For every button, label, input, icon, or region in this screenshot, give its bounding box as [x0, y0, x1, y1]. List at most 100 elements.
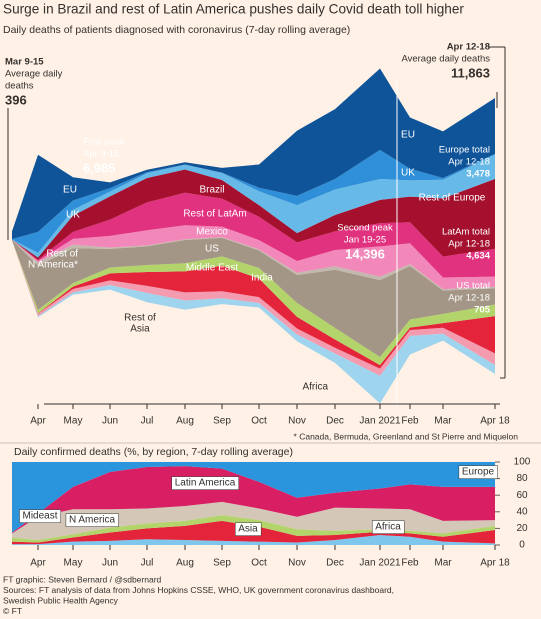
label-box [65, 513, 119, 527]
callout: Second peak [337, 223, 393, 234]
series-label: Africa [375, 522, 401, 533]
callout: 4,634 [466, 251, 490, 262]
x-tick-label: Nov [288, 558, 306, 569]
stream-layer [12, 68, 495, 240]
x-tick-label: Mar [434, 558, 452, 569]
x-tick-label: May [64, 558, 83, 569]
callout: 3,478 [466, 169, 490, 180]
area [12, 535, 495, 545]
series-label: US [205, 244, 219, 255]
callout: US total [456, 281, 490, 292]
stream-layer [12, 237, 495, 291]
series-label: Asia [130, 324, 150, 335]
series-label: Brazil [199, 185, 224, 196]
area [12, 466, 495, 534]
y-tick-label: 80 [516, 473, 528, 484]
stream-layer [12, 225, 495, 290]
x-tick-label: Jul [141, 558, 154, 569]
stream-layer [12, 192, 495, 278]
label-box [19, 509, 61, 523]
title: Surge in Brazil and rest of Latin Americ… [3, 2, 464, 17]
x-tick-label: May [64, 416, 83, 427]
callout: Average daily [5, 69, 63, 80]
x-tick-label: Aug [176, 558, 194, 569]
series-label: Latin America [175, 478, 236, 489]
note: * Canada, Bermuda, Greenland and St Pier… [294, 431, 519, 441]
x-tick-label: Oct [251, 416, 267, 427]
stream-layer [12, 169, 495, 260]
x-tick-label: Mar [434, 416, 452, 427]
series-label: Mexico [196, 227, 228, 238]
subtitle-2: Daily confirmed deaths (%, by region, 7-… [14, 446, 293, 458]
footer-line: FT graphic: Steven Bernard / @sdbernard [3, 574, 162, 584]
x-tick-label: Sep [213, 416, 231, 427]
area [12, 462, 495, 533]
callout: 705 [474, 305, 491, 316]
stream-layers [12, 68, 495, 404]
y-tick-label: 40 [516, 506, 528, 517]
area [12, 515, 495, 543]
x-tick-label: Jan 2021 [359, 416, 401, 427]
callout: Apr 12-18 [448, 239, 490, 250]
series-label: EU [401, 130, 415, 141]
x-tick-label: Jun [102, 416, 118, 427]
callout: Apr 12-18 [447, 42, 490, 53]
series-label: Europe [462, 467, 495, 478]
callout: Average daily deaths [401, 54, 490, 65]
x-tick-label: Dec [326, 416, 344, 427]
callout: Mar 9-15 [5, 57, 44, 68]
area [12, 501, 495, 541]
series-label: Rest of Europe [419, 193, 486, 204]
series-label: Asia [238, 524, 258, 535]
series-label: Mideast [22, 511, 57, 522]
series-label: Africa [302, 382, 328, 393]
x-tick-label: Jun [102, 558, 118, 569]
series-label: Middle East [186, 263, 238, 274]
stream-layer [12, 237, 495, 357]
y-tick-label: 60 [516, 490, 528, 501]
x-tick-label: Apr [30, 416, 46, 427]
x-tick-label: Aug [176, 416, 194, 427]
y-tick-label: 0 [519, 540, 525, 551]
callout: Apr 12-18 [448, 157, 490, 168]
x-tick-label: Jul [141, 416, 154, 427]
y-tick-label: 100 [514, 457, 531, 468]
series-label: Rest of [46, 249, 78, 260]
callout: Jan 19-25 [344, 235, 386, 246]
callout: 6,985 [83, 160, 116, 175]
footer-line: © FT [3, 606, 22, 616]
callout: Apr 9-15 [83, 149, 119, 160]
label-box [171, 476, 239, 490]
series-label: UK [401, 168, 415, 179]
x-tick-label: Dec [326, 558, 344, 569]
stream-layer [12, 149, 495, 253]
x-tick-label: Nov [288, 416, 306, 427]
y-tick-label: 20 [516, 523, 528, 534]
x-tick-label: Feb [401, 416, 419, 427]
series-label: Rest of [124, 313, 156, 324]
callout: Europe total [439, 145, 490, 156]
x-tick-label: Apr 18 [480, 416, 510, 427]
subtitle: Daily deaths of patients diagnosed with … [3, 24, 350, 36]
callout: 14,396 [345, 246, 385, 261]
callout: Apr 12-18 [448, 293, 490, 304]
x-tick-label: Apr [30, 558, 46, 569]
series-label: N America* [28, 260, 78, 271]
x-tick-label: Apr 18 [480, 558, 510, 569]
x-tick-label: Feb [401, 558, 419, 569]
callout: 11,863 [451, 65, 490, 80]
label-box [235, 522, 262, 536]
label-box [458, 465, 498, 479]
footer-line: Swedish Public Health Agency [3, 595, 119, 605]
series-label: UK [66, 210, 80, 221]
stream-layer [12, 240, 495, 369]
callout: First peak [83, 137, 125, 148]
label-box [371, 520, 405, 534]
stream-layer [12, 240, 495, 366]
series-label: EU [63, 185, 77, 196]
x-tick-label: Jan 2021 [359, 558, 401, 569]
series-label: Rest of LatAm [183, 209, 246, 220]
series-label: India [251, 273, 273, 284]
